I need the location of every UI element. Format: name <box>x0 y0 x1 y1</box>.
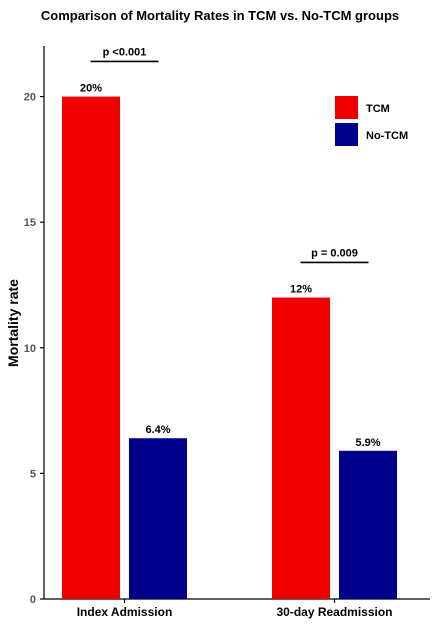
bars: 20% 6.4% 12% 5.9% <box>62 83 397 599</box>
y-tick-label: 15 <box>24 217 36 229</box>
p-value-label: p <0.001 <box>103 46 147 58</box>
bar-value-label: 6.4% <box>145 424 170 436</box>
bar-tcm-1 <box>62 96 120 599</box>
bar-value-label: 5.9% <box>355 437 380 449</box>
y-tick-label: 0 <box>30 594 36 606</box>
y-tick-label: 20 <box>24 92 36 104</box>
legend: TCM No-TCM <box>335 96 408 146</box>
y-tick-label: 5 <box>30 468 36 480</box>
significance-annotations: p <0.001 p = 0.009 <box>90 46 369 264</box>
legend-swatch-no-tcm <box>335 123 358 146</box>
chart-title: Comparison of Mortality Rates in TCM vs.… <box>41 8 399 23</box>
y-axis-label: Mortality rate <box>5 279 21 367</box>
bar-no-tcm-2 <box>339 450 397 599</box>
y-axis-ticks: 0 5 10 15 20 <box>24 92 44 606</box>
x-axis-tick-labels: Index Admission 30-day Readmission <box>77 599 393 619</box>
bar-no-tcm-1 <box>129 438 187 599</box>
y-tick-label: 10 <box>24 343 36 355</box>
bar-value-label: 20% <box>80 83 102 95</box>
legend-label: No-TCM <box>366 130 408 142</box>
p-value-label: p = 0.009 <box>311 247 358 259</box>
bar-value-label: 12% <box>290 284 312 296</box>
x-tick-label: 30-day Readmission <box>276 605 392 619</box>
legend-swatch-tcm <box>335 96 358 119</box>
x-tick-label: Index Admission <box>77 605 173 619</box>
legend-label: TCM <box>366 103 390 115</box>
bar-tcm-2 <box>272 297 330 599</box>
